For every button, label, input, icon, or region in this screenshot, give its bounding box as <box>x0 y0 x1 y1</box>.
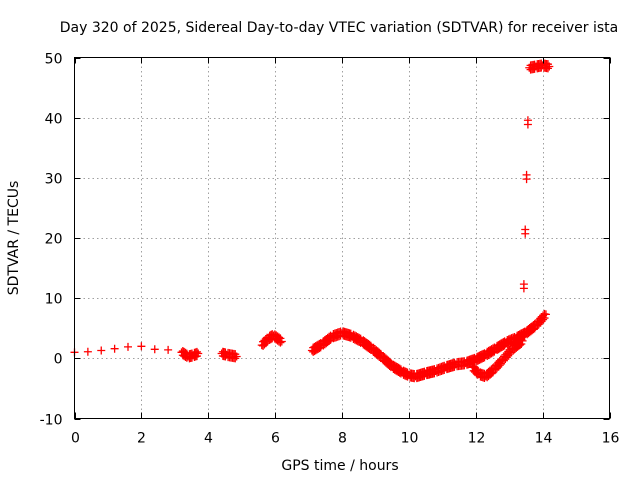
y-tick-label: 20 <box>45 232 63 248</box>
data-point <box>150 345 159 354</box>
data-point <box>276 338 285 347</box>
data-point <box>529 325 538 334</box>
y-tick-label: 40 <box>45 112 63 128</box>
y-tick-label: 30 <box>45 172 63 188</box>
data-point <box>518 336 527 345</box>
y-tick-label: -10 <box>40 413 63 429</box>
data-point <box>83 347 92 356</box>
data-point <box>539 315 548 324</box>
data-point <box>540 314 549 323</box>
data-point <box>495 361 504 370</box>
x-tick-label: 2 <box>137 431 146 447</box>
data-point <box>545 62 554 71</box>
data-point <box>516 340 525 349</box>
data-point <box>164 345 173 354</box>
x-tick-label: 10 <box>401 431 419 447</box>
x-tick-label: 12 <box>468 431 486 447</box>
data-point <box>231 354 240 363</box>
data-point <box>261 339 270 348</box>
y-tick-label: 0 <box>54 352 63 368</box>
data-point <box>519 284 528 293</box>
data-point <box>325 337 334 346</box>
data-point <box>522 175 531 184</box>
y-tick-labels: -10 0 10 20 30 40 50 <box>40 52 63 429</box>
x-tick-labels: 0 2 4 6 8 10 12 14 16 <box>71 431 619 447</box>
data-point <box>194 349 203 358</box>
data-point <box>487 369 496 378</box>
x-axis-label: GPS time / hours <box>281 458 398 474</box>
y-axis-label: SDTVAR / TECUs <box>6 181 22 296</box>
x-tick-label: 6 <box>271 431 280 447</box>
grid-lines <box>74 57 610 419</box>
data-point <box>232 352 241 361</box>
data-point <box>521 229 530 238</box>
x-tick-label: 16 <box>602 431 620 447</box>
x-tick-label: 14 <box>535 431 553 447</box>
axis-ticks <box>74 57 611 420</box>
data-point <box>541 310 550 319</box>
x-tick-label: 0 <box>71 431 80 447</box>
data-points <box>70 59 554 383</box>
data-point <box>277 337 286 346</box>
data-point <box>137 342 146 351</box>
data-point <box>124 342 132 351</box>
y-tick-label: 10 <box>45 292 63 308</box>
data-point <box>523 120 532 129</box>
x-tick-label: 8 <box>338 431 347 447</box>
data-point <box>110 344 119 353</box>
y-tick-label: 50 <box>45 52 63 68</box>
data-point <box>505 350 514 359</box>
data-point <box>97 346 106 355</box>
x-tick-label: 4 <box>204 431 213 447</box>
data-point <box>543 64 552 73</box>
chart-title: Day 320 of 2025, Sidereal Day-to-day VTE… <box>60 20 618 36</box>
